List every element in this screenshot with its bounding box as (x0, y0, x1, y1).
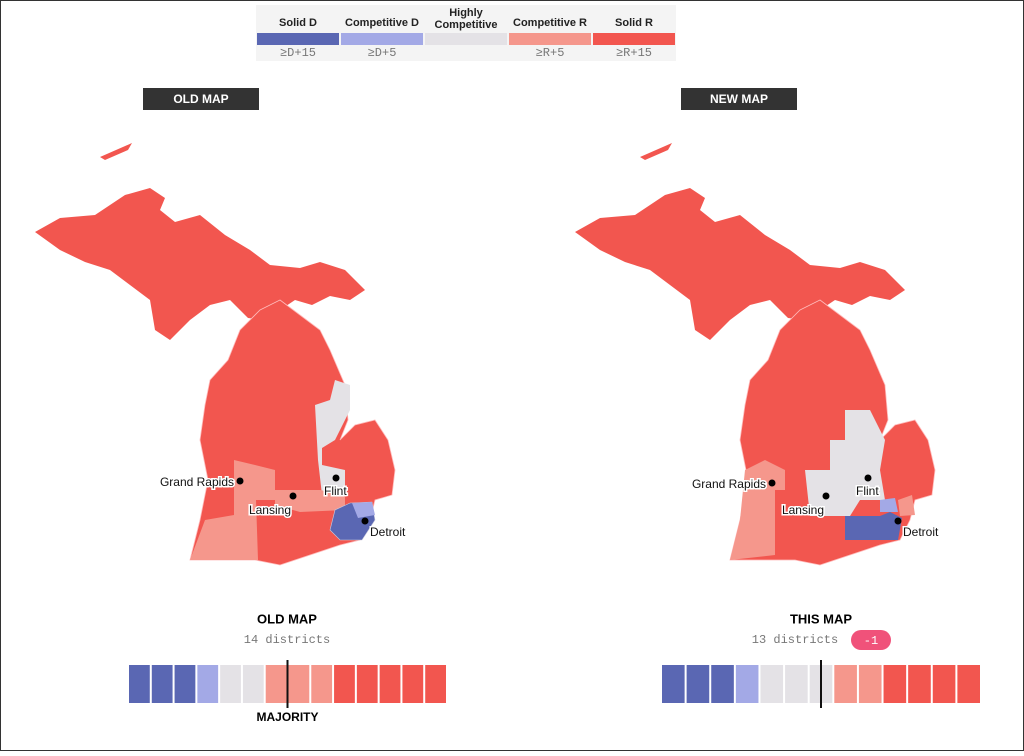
city-label: Detroit (370, 525, 406, 539)
district-cell (151, 665, 173, 703)
district (880, 498, 898, 512)
legend-label: Solid R (615, 17, 653, 29)
majority-label: MAJORITY (256, 710, 318, 724)
summary-subtitle: 14 districts (244, 633, 330, 647)
district-cell (425, 665, 446, 703)
district (805, 410, 885, 516)
city-label: Lansing (782, 503, 824, 517)
new-map: NEW MAP (575, 88, 936, 566)
district-cell (735, 665, 759, 703)
city-dot (361, 517, 369, 525)
city-label: Lansing (249, 503, 291, 517)
district-cell (858, 665, 882, 703)
district-cell (265, 665, 287, 703)
city-dot (332, 474, 340, 482)
district-cell (379, 665, 401, 703)
district-cell (197, 665, 219, 703)
legend-label-line: Competitive (435, 19, 498, 31)
legend-sublabel: ≥R+15 (616, 46, 652, 60)
city-dot (768, 479, 776, 487)
map-title: OLD MAP (173, 92, 228, 106)
district-cell (220, 665, 241, 703)
city-dot (864, 474, 872, 482)
district (315, 380, 350, 495)
legend-swatch (593, 33, 675, 45)
city-dot (894, 517, 902, 525)
district-cell (834, 665, 857, 703)
change-badge (851, 630, 891, 650)
district-cell (174, 665, 196, 703)
summary-title: THIS MAP (790, 611, 852, 626)
district-cell (932, 665, 956, 703)
map-title-box (681, 88, 797, 110)
cities: Grand Rapids Lansing Flint Detroit Grand Rap… (158, 474, 940, 541)
summary-title: OLD MAP (257, 611, 317, 626)
city-dot (289, 492, 297, 500)
district (845, 512, 902, 540)
legend-label: Highly Competitive (435, 7, 498, 31)
summaries: OLD MAP 14 districts MAJORITY THIS MAP 13 di… (129, 611, 980, 724)
city-label: Flint (324, 484, 347, 498)
legend-label-line: Highly (449, 7, 483, 19)
district-cell (356, 665, 378, 703)
district-cell (288, 665, 310, 703)
island (100, 143, 132, 160)
island (640, 143, 672, 160)
district-cell (402, 665, 424, 703)
legend-sublabel: ≥D+5 (368, 46, 397, 60)
city-label: Flint (856, 484, 879, 498)
district-cell (334, 665, 355, 703)
city-label: Detroit (903, 525, 939, 539)
city-dot (822, 492, 830, 500)
district-cell (242, 665, 264, 703)
city-label: Grand Rapids (692, 477, 766, 491)
legend-label: Solid D (279, 17, 317, 29)
district (352, 502, 375, 518)
district-cell (785, 665, 808, 703)
legend-swatch (425, 33, 507, 45)
district-cell (686, 665, 710, 703)
district-cell (311, 665, 333, 703)
map-title: NEW MAP (710, 92, 768, 106)
legend-sublabel: ≥R+5 (536, 46, 565, 60)
legend-label: Competitive R (513, 17, 587, 29)
district-cell (883, 665, 907, 703)
district (190, 460, 275, 560)
legend-swatch (257, 33, 339, 45)
old-map: OLD MAP (35, 88, 396, 566)
change-label: -1 (864, 634, 878, 648)
district-cell (908, 665, 931, 703)
legend-swatch (341, 33, 423, 45)
legend-sublabel: ≥D+15 (280, 46, 316, 60)
legend-label: Competitive D (345, 17, 419, 29)
district-cell (129, 665, 150, 703)
district-cell (662, 665, 685, 703)
city-label: Grand Rapids (160, 475, 234, 489)
summary-subtitle: 13 districts (752, 633, 838, 647)
district (898, 495, 915, 516)
city-dot (236, 477, 244, 485)
district-cell (711, 665, 734, 703)
district-cell (760, 665, 784, 703)
map-title-box (143, 88, 259, 110)
legend-swatch (509, 33, 591, 45)
district-cell (957, 665, 980, 703)
